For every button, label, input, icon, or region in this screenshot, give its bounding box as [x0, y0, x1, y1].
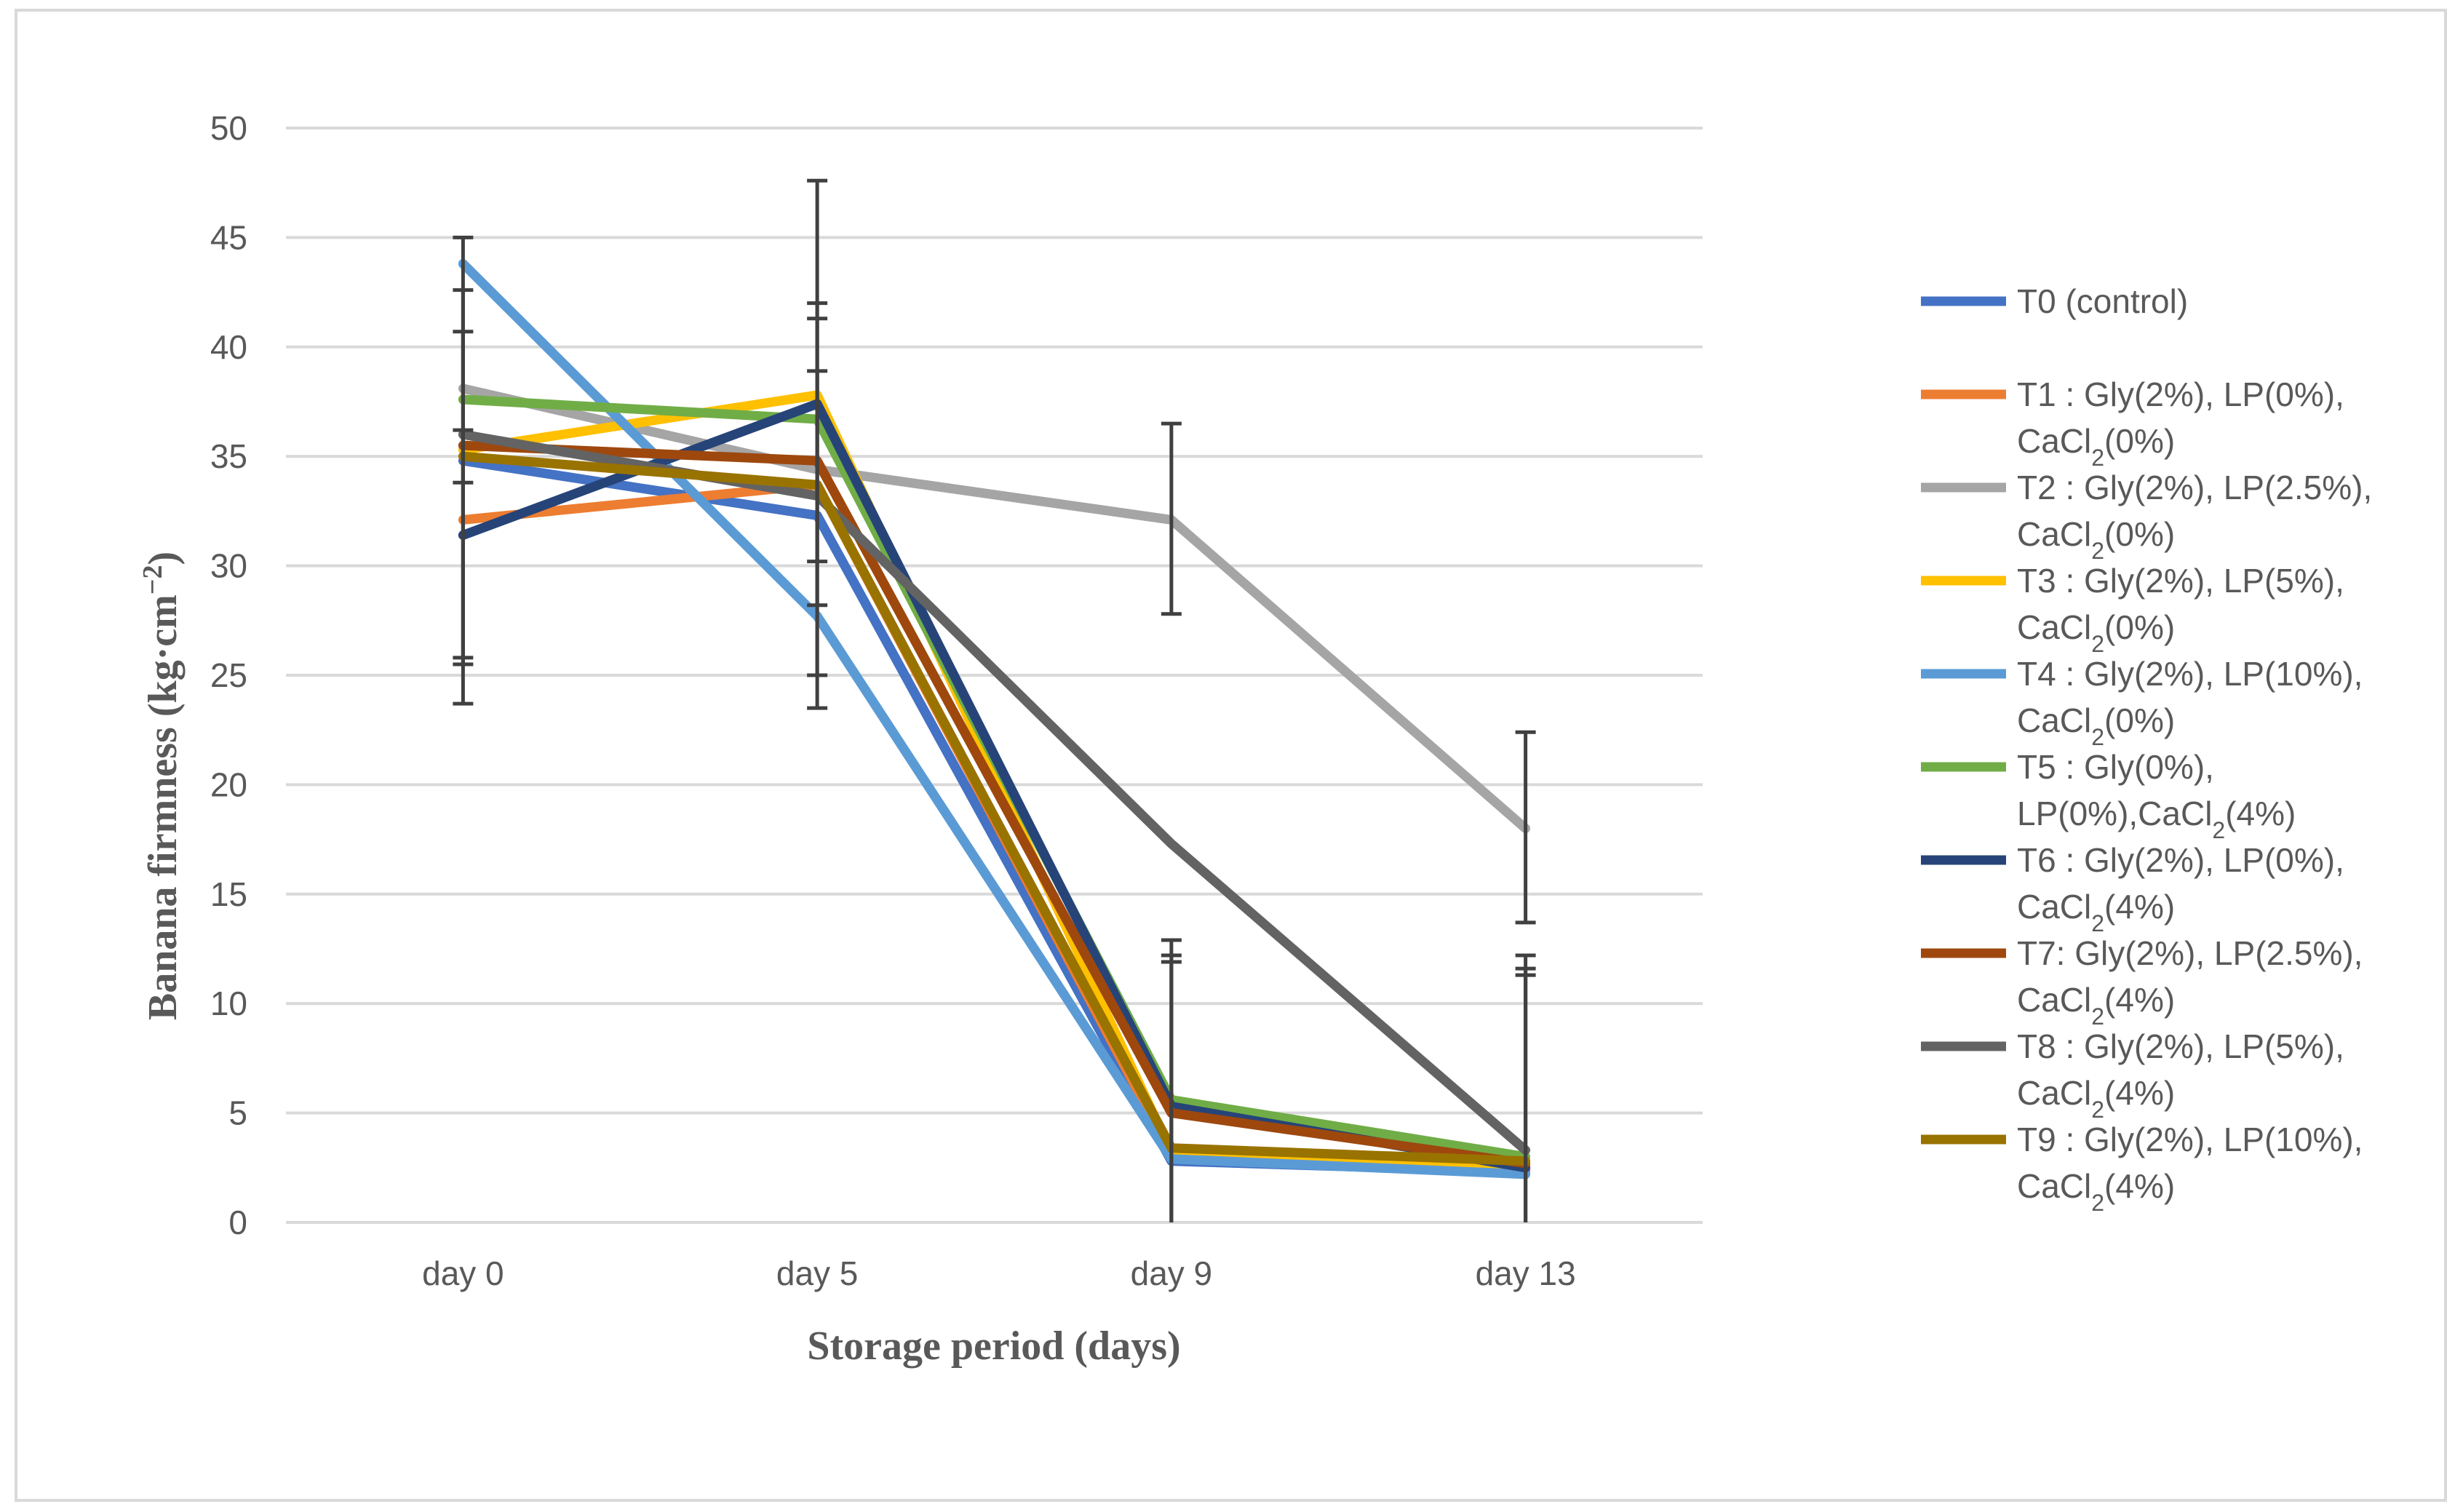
legend-label-T6-line2: CaCl2(4%)	[2017, 888, 2175, 936]
y-tick-label-40: 40	[210, 328, 247, 366]
legend-label-T1-line2: CaCl2(0%)	[2017, 422, 2175, 471]
legend-label-T2-line1: T2 : Gly(2%), LP(2.5%),	[2017, 469, 2372, 506]
series-line-T9	[458, 451, 1531, 1166]
y-tick-label-30: 30	[210, 547, 247, 585]
legend-label-T4-line2: CaCl2(0%)	[2017, 701, 2175, 750]
series-line-T1	[458, 480, 1531, 1175]
legend-label-T3-line1: T3 : Gly(2%), LP(5%),	[2017, 562, 2344, 600]
y-tick-label-50: 50	[210, 109, 247, 147]
x-tick-label-day-13: day 13	[1476, 1254, 1576, 1292]
x-axis-title: Storage period (days)	[807, 1324, 1180, 1369]
y-tick-label-45: 45	[210, 218, 247, 256]
x-tick-label-day-0: day 0	[422, 1254, 504, 1292]
y-tick-label-25: 25	[210, 656, 247, 694]
y-axis-title-exponent: −2	[138, 565, 168, 595]
x-tick-label-day-5: day 5	[776, 1254, 859, 1292]
legend-label-T7-line2: CaCl2(4%)	[2017, 981, 2175, 1030]
y-tick-labels: 0 5 10 15 20 25 30 35 40 45 50	[210, 109, 247, 1241]
legend-label-T0-line1: T0 (control)	[2017, 282, 2188, 320]
gridlines	[286, 127, 1703, 1224]
legend-label-T6-line1: T6 : Gly(2%), LP(0%),	[2017, 841, 2344, 879]
legend-label-T5-line2: LP(0%),CaCl2(4%)	[2017, 795, 2296, 843]
series-line-T2	[458, 383, 1531, 834]
series-line-T8	[458, 429, 1531, 1155]
legend-label-T8-line1: T8 : Gly(2%), LP(5%),	[2017, 1027, 2344, 1065]
legend-label-T3-line2: CaCl2(0%)	[2017, 608, 2175, 657]
legend-label-T8-line2: CaCl2(4%)	[2017, 1074, 2175, 1123]
legend-label-T9-line2: CaCl2(4%)	[2017, 1167, 2175, 1216]
y-axis-title-main: Banana firmness (kg·cm	[140, 594, 186, 1020]
legend-label-T1-line1: T1 : Gly(2%), LP(0%),	[2017, 375, 2344, 413]
legend-label-T2-line2: CaCl2(0%)	[2017, 515, 2175, 564]
error-bars	[453, 178, 1536, 1222]
y-tick-label-0: 0	[228, 1203, 247, 1241]
y-axis-title-end: )	[140, 552, 186, 565]
chart-frame	[15, 9, 2447, 1502]
y-tick-label-35: 35	[210, 437, 247, 475]
x-tick-label-day-9: day 9	[1131, 1254, 1213, 1292]
y-tick-label-20: 20	[210, 765, 247, 803]
y-axis-title: Banana firmness (kg·cm−2)	[138, 552, 186, 1020]
legend-label-T9-line1: T9 : Gly(2%), LP(10%),	[2017, 1121, 2363, 1158]
legend: T0 (control) T1 : Gly(2%), LP(0%), CaCl2(0…	[1921, 282, 2372, 1216]
legend-label-T7-line1: T7: Gly(2%), LP(2.5%),	[2017, 934, 2363, 972]
y-tick-label-15: 15	[210, 875, 247, 913]
legend-label-T4-line1: T4 : Gly(2%), LP(10%),	[2017, 655, 2363, 693]
series-lines	[458, 258, 1531, 1179]
legend-label-T5-line1: T5 : Gly(0%),	[2017, 748, 2214, 786]
x-tick-labels: day 0 day 5 day 9 day 13	[422, 1254, 1576, 1292]
series-line-T7	[458, 440, 1531, 1169]
y-tick-label-10: 10	[210, 984, 247, 1022]
y-tick-label-5: 5	[228, 1094, 247, 1132]
series-line-T4	[458, 258, 1531, 1179]
